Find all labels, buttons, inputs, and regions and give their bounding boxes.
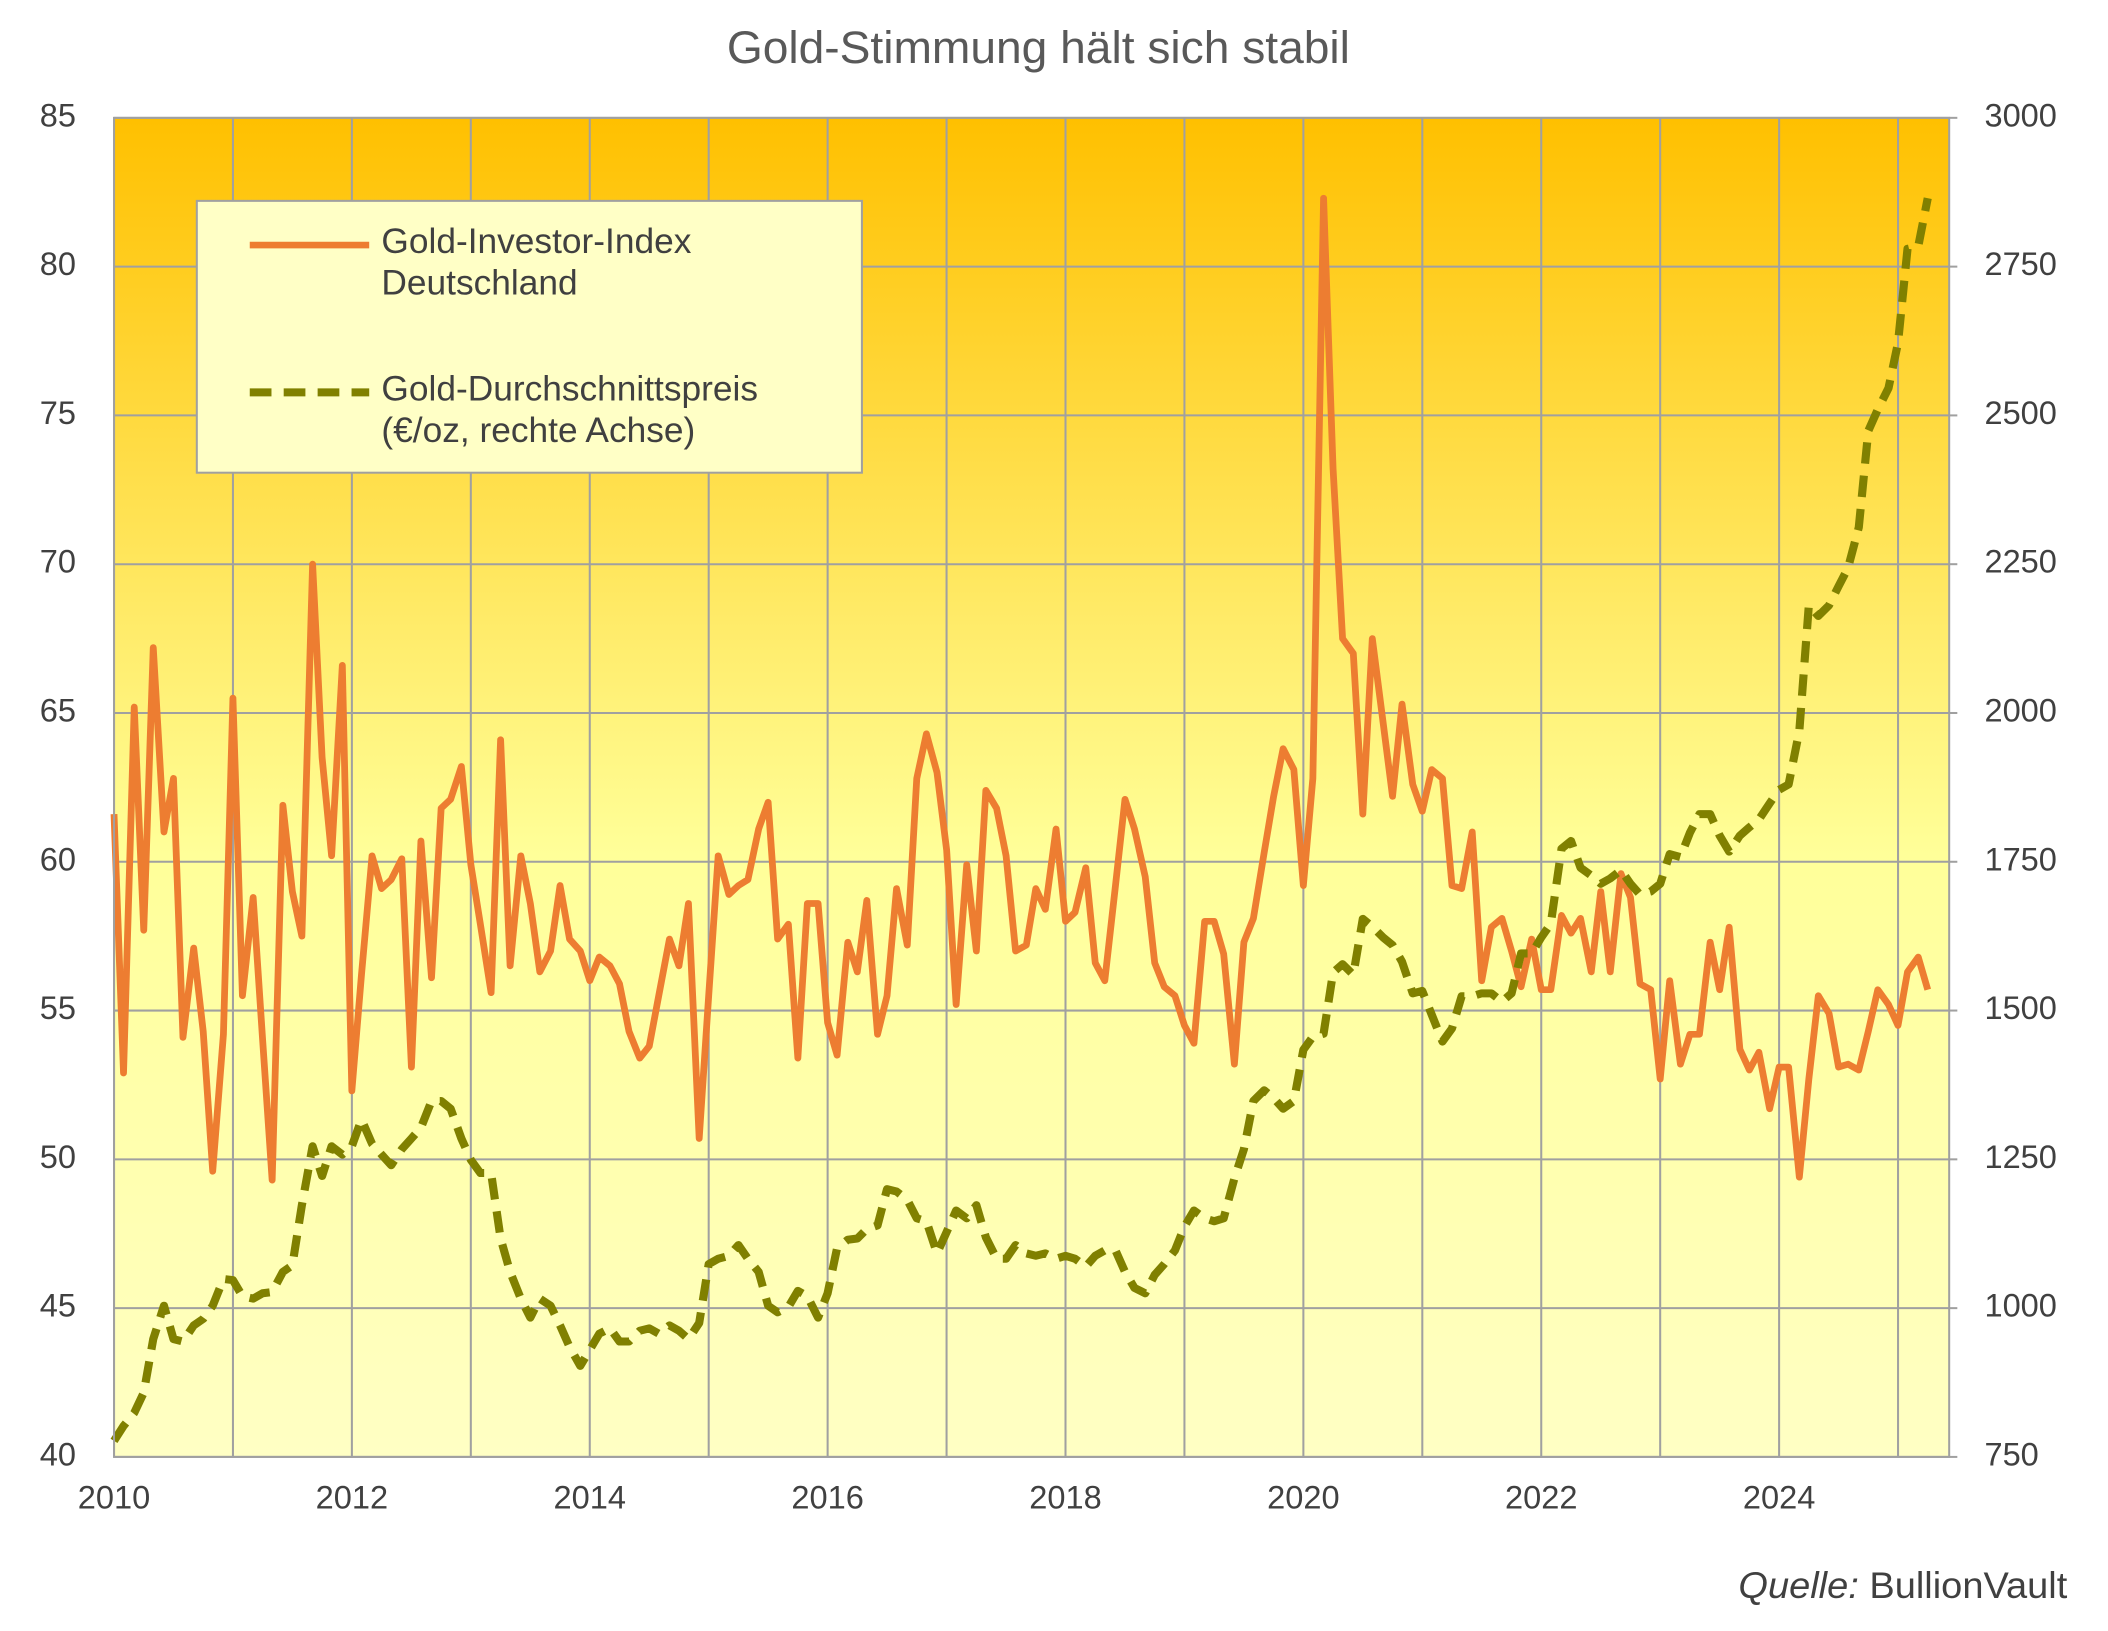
y2-tick-label: 1750 [1984, 841, 2056, 877]
legend-label: Gold-Investor-Index Deutschland [381, 220, 692, 303]
series-line [110, 194, 1932, 1184]
y2-tick-label: 2750 [1984, 246, 2056, 282]
y-tick-label: 55 [40, 990, 76, 1026]
legend-label: Gold-Durchschnittspreis (€/oz, rechte Ac… [381, 368, 759, 450]
y-tick-label: 50 [40, 1139, 76, 1175]
x-tick-label: 2014 [554, 1479, 626, 1515]
x-tick-label: 2010 [78, 1479, 150, 1515]
source-label: Quelle: [1738, 1564, 1858, 1606]
y-tick-label: 45 [40, 1288, 76, 1324]
y-tick-label: 40 [40, 1437, 76, 1473]
y-tick-label: 80 [40, 246, 76, 282]
y-tick-label: 65 [40, 693, 76, 729]
y2-tick-label: 1250 [1984, 1139, 2056, 1175]
chart-title: Gold-Stimmung hält sich stabil [727, 22, 1350, 73]
x-tick-label: 2016 [791, 1479, 863, 1515]
y2-tick-label: 2500 [1984, 395, 2056, 431]
y2-tick-label: 3000 [1984, 98, 2056, 134]
series-line [110, 197, 1932, 1443]
y2-tick-label: 2000 [1984, 693, 2056, 729]
x-tick-label: 2018 [1029, 1479, 1101, 1515]
y2-tick-label: 1500 [1984, 990, 2056, 1026]
x-tick-label: 2012 [316, 1479, 388, 1515]
y-tick-label: 60 [40, 841, 76, 877]
lines [110, 194, 1932, 1443]
legend-entry: Gold-Durchschnittspreis (€/oz, rechte Ac… [381, 368, 759, 450]
y2-tick-label: 1000 [1984, 1288, 2056, 1324]
x-tick-label: 2022 [1505, 1479, 1577, 1515]
y-tick-label: 70 [40, 544, 76, 580]
legend: Gold-Investor-Index Deutschland Gold-Durc… [195, 199, 863, 474]
y2-tick-label: 2250 [1984, 544, 2056, 580]
x-tick-label: 2024 [1743, 1479, 1815, 1515]
source-name: BullionVault [1869, 1564, 2067, 1606]
x-tick-label: 2020 [1267, 1479, 1339, 1515]
legend-entry: Gold-Investor-Index Deutschland [381, 220, 692, 303]
source: Quelle: BullionVault [1738, 1564, 2067, 1606]
plot-frame [113, 116, 1951, 1458]
y-tick-label: 75 [40, 395, 76, 431]
y-tick-label: 85 [40, 98, 76, 134]
y2-tick-label: 750 [1984, 1437, 2038, 1473]
